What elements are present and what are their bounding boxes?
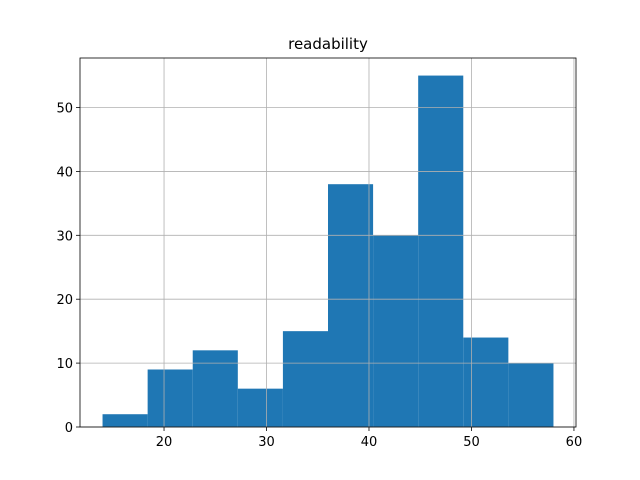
y-tick-label: 20 <box>56 293 73 308</box>
bar <box>418 75 464 428</box>
bar <box>328 184 374 427</box>
plot-frame <box>79 57 577 428</box>
bar <box>508 363 554 427</box>
x-tick-label: 20 <box>156 435 173 450</box>
bar <box>463 337 509 427</box>
y-tick-label: 0 <box>65 421 73 436</box>
bar <box>282 331 328 427</box>
x-tick-label: 60 <box>566 435 583 450</box>
x-tick-label: 50 <box>463 435 480 450</box>
bar <box>192 350 238 427</box>
y-tick-label: 10 <box>56 357 73 372</box>
y-tick-label: 40 <box>56 165 73 180</box>
y-tick-label: 30 <box>56 229 73 244</box>
chart-title: readability <box>288 35 368 53</box>
x-tick-label: 40 <box>361 435 378 450</box>
x-tick-label: 30 <box>258 435 275 450</box>
bar <box>102 414 148 427</box>
y-tick-label: 50 <box>56 102 73 117</box>
bar <box>237 388 283 427</box>
bar <box>373 235 419 427</box>
bar <box>147 369 193 427</box>
